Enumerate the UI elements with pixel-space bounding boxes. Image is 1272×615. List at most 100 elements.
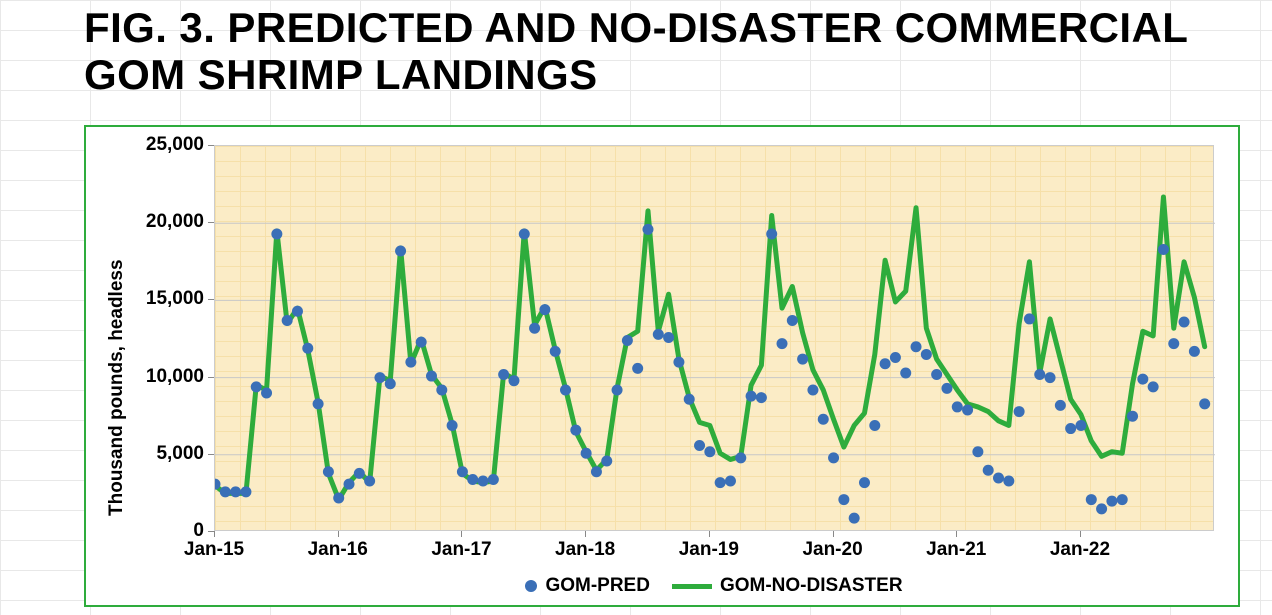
series-point-pred <box>735 452 746 463</box>
series-point-pred <box>715 477 726 488</box>
series-point-pred <box>539 304 550 315</box>
x-tick-mark <box>461 531 462 537</box>
series-point-pred <box>570 425 581 436</box>
series-point-pred <box>921 349 932 360</box>
series-point-pred <box>488 474 499 485</box>
series-point-pred <box>818 414 829 425</box>
series-point-pred <box>828 452 839 463</box>
series-point-pred <box>1003 476 1014 487</box>
series-point-pred <box>684 394 695 405</box>
series-point-pred <box>632 363 643 374</box>
series-point-pred <box>838 494 849 505</box>
series-point-pred <box>395 245 406 256</box>
x-tick-mark <box>956 531 957 537</box>
y-tick-label: 20,000 <box>146 211 214 233</box>
series-point-pred <box>983 465 994 476</box>
y-tick-mark <box>208 377 214 378</box>
series-point-pred <box>777 338 788 349</box>
series-point-pred <box>859 477 870 488</box>
legend: GOM-PRED GOM-NO-DISASTER <box>214 575 1214 597</box>
series-point-pred <box>282 315 293 326</box>
y-tick-label: 25,000 <box>146 134 214 156</box>
series-point-pred <box>931 369 942 380</box>
series-point-pred <box>1179 317 1190 328</box>
legend-label-nodis: GOM-NO-DISASTER <box>720 575 903 597</box>
series-point-pred <box>1034 369 1045 380</box>
series-point-pred <box>849 513 860 524</box>
series-point-pred <box>900 367 911 378</box>
series-point-pred <box>333 493 344 504</box>
series-point-pred <box>292 306 303 317</box>
series-point-pred <box>673 357 684 368</box>
series-point-pred <box>302 343 313 354</box>
series-point-pred <box>993 472 1004 483</box>
series-point-pred <box>354 468 365 479</box>
series-point-pred <box>508 375 519 386</box>
series-point-pred <box>1148 381 1159 392</box>
series-point-pred <box>581 448 592 459</box>
x-tick-mark <box>1080 531 1081 537</box>
series-point-pred <box>467 474 478 485</box>
legend-item-pred: GOM-PRED <box>525 575 650 597</box>
series-point-pred <box>519 229 530 240</box>
series-point-pred <box>1096 503 1107 514</box>
y-tick-mark <box>208 145 214 146</box>
series-point-pred <box>725 476 736 487</box>
series-point-pred <box>612 384 623 395</box>
series-point-pred <box>972 446 983 457</box>
series-point-pred <box>766 229 777 240</box>
x-tick-mark <box>338 531 339 537</box>
series-point-pred <box>364 476 375 487</box>
series-point-pred <box>911 341 922 352</box>
series-point-pred <box>880 358 891 369</box>
legend-marker-line <box>672 584 712 589</box>
legend-item-line: GOM-NO-DISASTER <box>672 575 903 597</box>
x-tick-mark <box>585 531 586 537</box>
series-point-pred <box>478 476 489 487</box>
series-point-pred <box>1055 400 1066 411</box>
series-point-pred <box>869 420 880 431</box>
series-point-pred <box>1014 406 1025 417</box>
plot-svg <box>215 146 1215 532</box>
series-point-pred <box>1045 372 1056 383</box>
series-point-pred <box>230 486 241 497</box>
series-point-pred <box>560 384 571 395</box>
figure-frame: FIG. 3. PREDICTED AND NO-DISASTER COMMER… <box>0 0 1272 615</box>
series-point-pred <box>457 466 468 477</box>
y-axis-label: Thousand pounds, headless <box>106 259 128 516</box>
y-tick-label: 10,000 <box>146 366 214 388</box>
y-tick-mark <box>208 222 214 223</box>
legend-label-pred: GOM-PRED <box>545 575 650 597</box>
series-point-pred <box>890 352 901 363</box>
series-point-pred <box>1065 423 1076 434</box>
series-point-pred <box>704 446 715 457</box>
series-point-pred <box>374 372 385 383</box>
series-point-pred <box>1168 338 1179 349</box>
series-point-pred <box>642 224 653 235</box>
series-point-pred <box>261 388 272 399</box>
series-point-pred <box>550 346 561 357</box>
series-point-pred <box>1137 374 1148 385</box>
series-point-pred <box>601 455 612 466</box>
chart-title: FIG. 3. PREDICTED AND NO-DISASTER COMMER… <box>84 4 1232 98</box>
series-point-pred <box>529 323 540 334</box>
series-point-pred <box>1117 494 1128 505</box>
series-point-pred <box>962 405 973 416</box>
series-point-pred <box>405 357 416 368</box>
series-point-pred <box>271 229 282 240</box>
series-point-pred <box>220 486 231 497</box>
chart-container: Thousand pounds, headless 05,00010,00015… <box>84 125 1240 607</box>
y-tick-mark <box>208 299 214 300</box>
series-point-pred <box>1106 496 1117 507</box>
series-point-pred <box>323 466 334 477</box>
series-point-pred <box>952 401 963 412</box>
series-point-pred <box>1086 494 1097 505</box>
series-point-pred <box>416 337 427 348</box>
plot-area <box>214 145 1214 531</box>
series-point-pred <box>746 391 757 402</box>
series-point-pred <box>807 384 818 395</box>
series-point-pred <box>240 486 251 497</box>
y-tick-label: 15,000 <box>146 288 214 310</box>
series-point-pred <box>385 378 396 389</box>
series-point-pred <box>1158 244 1169 255</box>
